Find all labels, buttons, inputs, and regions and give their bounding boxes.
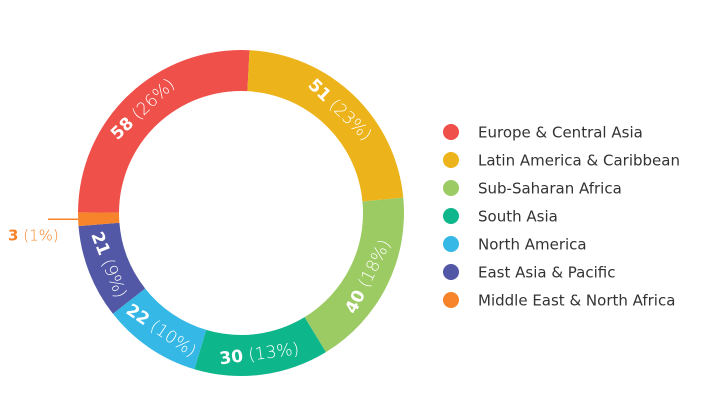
legend-marker — [443, 152, 459, 168]
legend-label: Sub-Saharan Africa — [478, 180, 622, 198]
donut-slice — [112, 288, 207, 370]
legend-marker — [443, 124, 459, 140]
legend-label: Latin America & Caribbean — [478, 152, 680, 170]
legend-marker — [443, 180, 459, 196]
legend-marker — [443, 292, 459, 308]
donut-slice — [194, 317, 326, 376]
donut-slice — [304, 197, 404, 353]
legend-label: East Asia & Pacific — [478, 264, 615, 282]
legend-label: Europe & Central Asia — [478, 124, 643, 142]
slice-label-outside: 3 (1%) — [8, 226, 59, 244]
legend-marker — [443, 264, 459, 280]
donut-slice — [78, 49, 250, 213]
legend-label: North America — [478, 236, 587, 254]
legend-marker — [443, 208, 459, 224]
donut-slice — [78, 212, 120, 227]
legend-marker — [443, 236, 459, 252]
legend-label: Middle East & North Africa — [478, 292, 675, 310]
slice-value: 30 — [218, 346, 244, 369]
donut-slice — [247, 50, 404, 202]
slice-percent: (1%) — [23, 226, 59, 244]
legend-label: South Asia — [478, 208, 558, 226]
donut-slice — [78, 222, 146, 314]
slice-value: 3 — [8, 226, 18, 244]
